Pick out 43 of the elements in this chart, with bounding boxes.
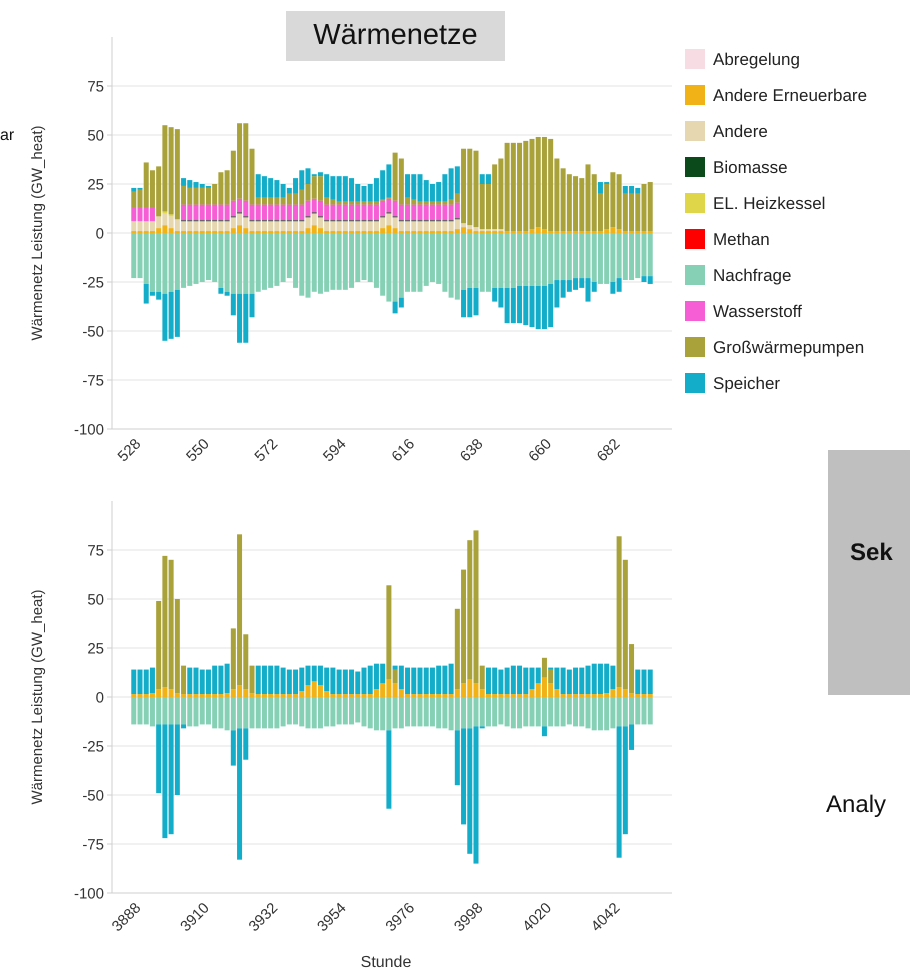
legend-label: Nachfrage xyxy=(713,266,792,285)
y-tick-label: 25 xyxy=(87,176,104,194)
y-tick-label: -100 xyxy=(74,421,104,438)
y-tick-label: 0 xyxy=(96,689,104,706)
y-tick-label: -25 xyxy=(82,738,104,756)
y-tick-label: 50 xyxy=(87,127,104,144)
y-tick-label: 50 xyxy=(87,591,104,608)
x-tick-label: 616 xyxy=(388,436,418,466)
y-tick-label: 75 xyxy=(87,542,104,560)
y-axis-title: Wärmenetz Leistung (GW_heat) xyxy=(29,125,46,341)
y-tick-label: -100 xyxy=(74,885,104,902)
x-tick-label: 682 xyxy=(594,436,624,466)
chart-title: Wärmenetze xyxy=(313,19,478,51)
legend-label: Wasserstoff xyxy=(713,302,802,321)
legend-label: EL. Heizkessel xyxy=(713,194,826,213)
x-axis-title: Stunde xyxy=(360,954,412,971)
y-tick-label: -50 xyxy=(82,787,104,804)
legend-label: Andere xyxy=(713,122,768,141)
x-tick-label: 660 xyxy=(525,436,555,466)
y-axis-title: Wärmenetz Leistung (GW_heat) xyxy=(29,589,46,805)
legend-label: Methan xyxy=(713,230,770,249)
legend-label: Abregelung xyxy=(713,50,800,69)
bar xyxy=(542,726,547,736)
legend-label: Speicher xyxy=(713,374,780,393)
x-tick-label: 594 xyxy=(320,436,350,466)
legend-label: Großwärmepumpen xyxy=(713,338,864,357)
y-tick-label: -25 xyxy=(82,274,104,292)
y-tick-label: 75 xyxy=(87,78,104,96)
y-tick-label: -75 xyxy=(82,372,104,390)
text: Analy xyxy=(826,791,886,818)
x-tick-label: 572 xyxy=(251,436,282,466)
text: ar xyxy=(0,127,15,144)
y-tick-label: 25 xyxy=(87,640,104,658)
x-tick-label: 638 xyxy=(456,436,487,466)
x-tick-label: 528 xyxy=(114,436,144,466)
y-tick-label: -75 xyxy=(82,836,104,854)
legend-label: Biomasse xyxy=(713,158,788,177)
text: Sek xyxy=(850,539,894,566)
legend-label: Andere Erneuerbare xyxy=(713,86,868,105)
bar xyxy=(386,730,392,809)
y-tick-label: -50 xyxy=(82,323,104,340)
x-tick-label: 550 xyxy=(183,436,213,466)
y-tick-label: 0 xyxy=(96,225,104,242)
